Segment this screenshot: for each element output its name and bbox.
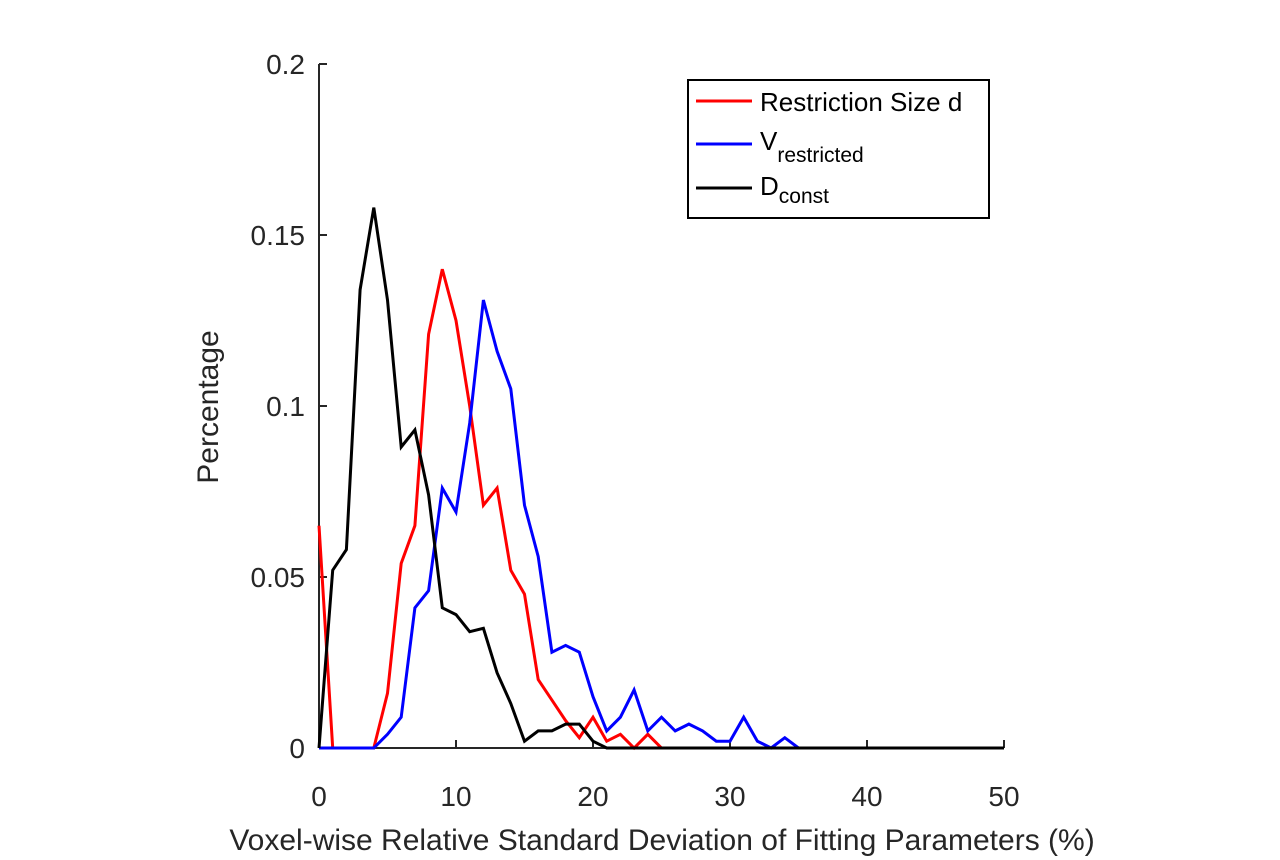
x-tick-label: 20 <box>577 781 608 812</box>
y-tick-label: 0 <box>289 733 305 764</box>
x-tick-label: 40 <box>851 781 882 812</box>
x-tick-label: 0 <box>311 781 327 812</box>
legend-entry-d-const: Dconst <box>696 171 829 208</box>
x-tick-label: 10 <box>440 781 471 812</box>
x-tick-label: 30 <box>714 781 745 812</box>
legend-box <box>687 79 990 219</box>
legend-entry-v-restricted: Vrestricted <box>696 126 864 167</box>
legend-subscript-v: restricted <box>777 144 863 167</box>
series-line-d-const <box>317 207 1004 750</box>
axes: 0 0.05 0.1 0.15 0.2 0 10 20 30 40 50 <box>251 49 1020 812</box>
legend-label-v-restricted: Vrestricted <box>760 126 864 167</box>
legend-subscript-d: const <box>779 185 829 208</box>
y-tick-label: 0.2 <box>266 49 305 80</box>
series-layer <box>317 207 1004 751</box>
x-tick-label: 50 <box>988 781 1019 812</box>
x-axis-label: Voxel-wise Relative Standard Deviation o… <box>229 824 1094 857</box>
legend-entry-restriction-size: Restriction Size d <box>696 87 962 117</box>
y-axis-label: Percentage <box>192 330 225 483</box>
legend: Restriction Size d Vrestricted Dconst <box>687 79 990 219</box>
y-tick-label: 0.15 <box>251 220 306 251</box>
legend-label-restriction-size: Restriction Size d <box>760 87 962 117</box>
y-tick-label: 0.05 <box>251 562 306 593</box>
legend-label-d-const: Dconst <box>760 171 829 208</box>
series-line-v-restricted <box>319 299 1004 750</box>
y-tick-label: 0.1 <box>266 391 305 422</box>
series-line-restriction-size <box>317 268 1004 751</box>
